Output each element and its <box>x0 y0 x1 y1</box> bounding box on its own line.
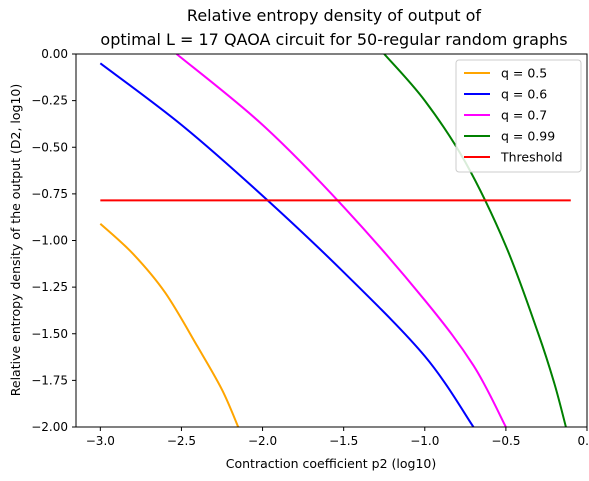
y-tick-label: −2.00 <box>31 420 68 434</box>
y-tick-label: 0.00 <box>41 47 68 61</box>
legend-label-0: q = 0.5 <box>501 66 547 81</box>
x-tick-label: −2.0 <box>248 434 277 448</box>
y-tick-label: −1.50 <box>31 327 68 341</box>
series-line-3 <box>383 54 567 427</box>
y-tick-label: −1.75 <box>31 373 68 387</box>
y-tick-label: −1.00 <box>31 234 68 248</box>
x-tick-label: −1.0 <box>410 434 439 448</box>
series-group <box>99 54 571 427</box>
x-tick-label: −0.5 <box>491 434 520 448</box>
legend: q = 0.5 q = 0.6 q = 0.7 q = 0.99 Threshold <box>455 59 582 173</box>
chart-title-line-2: optimal L = 17 QAOA circuit for 50-regul… <box>100 30 567 49</box>
x-axis-label: Contraction coefficient p2 (log10) <box>226 456 437 471</box>
y-tick-label: −0.50 <box>31 140 68 154</box>
chart-title-line-1: Relative entropy density of output of <box>187 6 482 25</box>
y-tick-label: −1.25 <box>31 280 68 294</box>
x-tick-label: 0.0 <box>577 434 589 448</box>
legend-label-1: q = 0.6 <box>501 87 547 102</box>
y-axis: 0.00 −0.25 −0.50 −0.75 −1.00 −1.25 −1.50 −1.75 −… <box>31 47 76 434</box>
y-tick-label: −0.25 <box>31 94 68 108</box>
series-line-0 <box>99 222 240 427</box>
legend-label-2: q = 0.7 <box>501 108 547 123</box>
legend-box <box>455 59 582 173</box>
y-tick-label: −0.75 <box>31 187 68 201</box>
series-line-1 <box>99 62 475 427</box>
series-line-2 <box>175 54 507 427</box>
legend-label-4: Threshold <box>500 150 563 165</box>
y-axis-label: Relative entropy density of the output (… <box>8 84 23 396</box>
x-tick-label: −1.5 <box>329 434 358 448</box>
x-tick-label: −2.5 <box>167 434 196 448</box>
legend-label-3: q = 0.99 <box>501 129 555 144</box>
x-axis: −3.0 −2.5 −2.0 −1.5 −1.0 −0.5 0.0 <box>86 427 589 448</box>
x-tick-label: −3.0 <box>86 434 115 448</box>
